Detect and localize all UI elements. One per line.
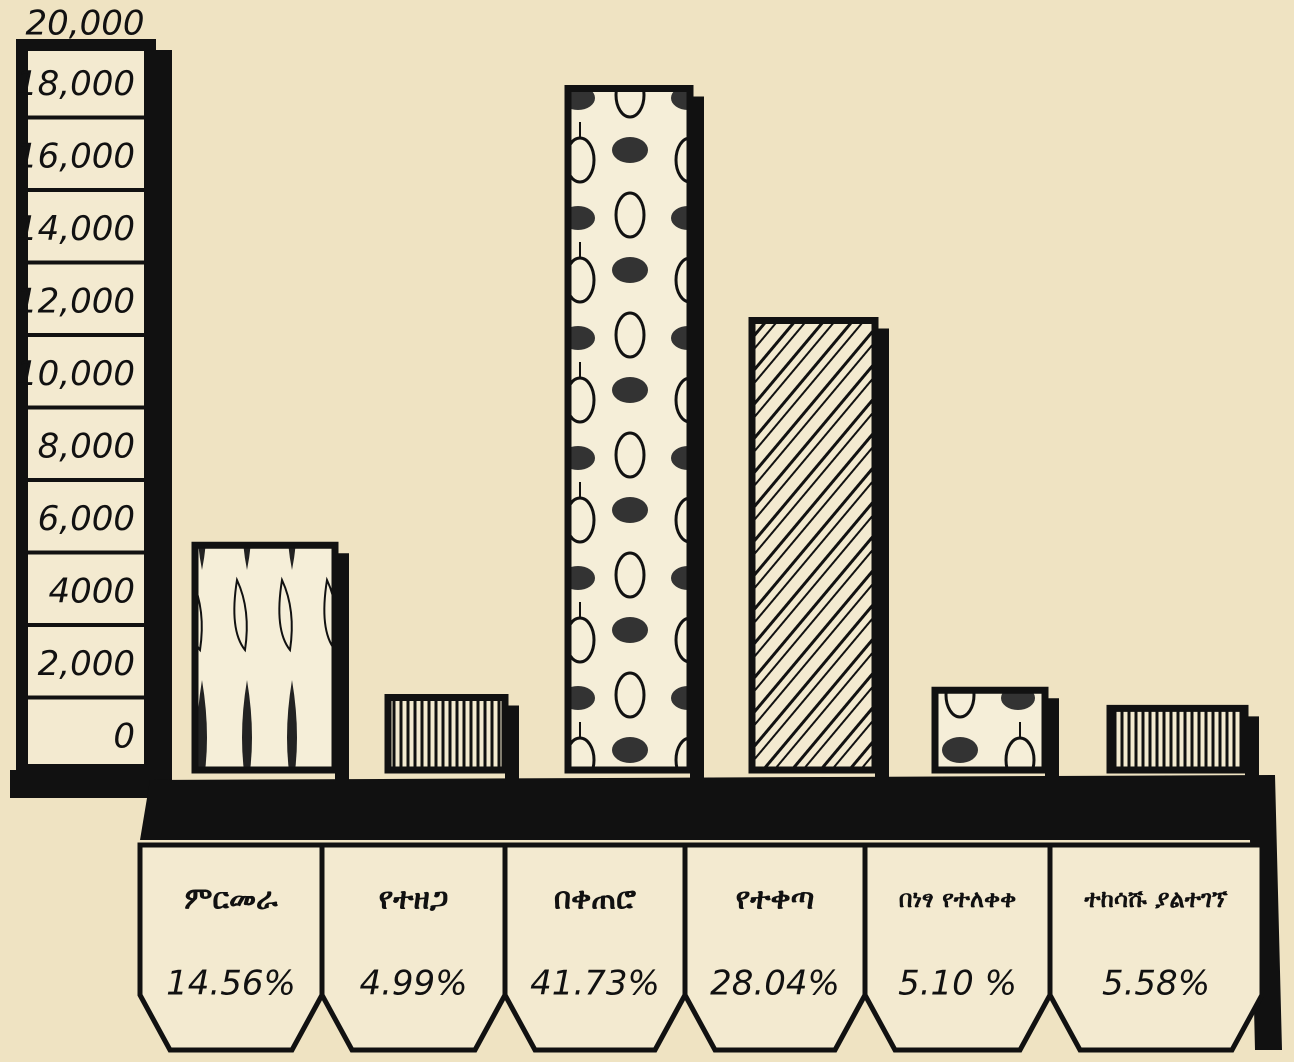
y-tick-label: 14,000	[16, 209, 135, 249]
percent-label: 5.10 %	[898, 964, 1017, 1004]
y-tick-label: 10,000	[16, 354, 135, 394]
y-tick-label: 2,000	[38, 644, 135, 684]
base-band	[140, 775, 1282, 1050]
bar	[748, 317, 879, 774]
y-tick-label: 6,000	[38, 499, 135, 539]
bar	[191, 541, 339, 774]
x-tick-label: በነፃ የተለቀቀ	[899, 885, 1017, 913]
percent-label: 5.58%	[1102, 964, 1210, 1004]
y-tick-label: 8,000	[38, 427, 135, 467]
y-tick-label: 16,000	[16, 137, 135, 177]
label-box	[502, 842, 688, 1053]
x-tick-label: የተቀጣ	[736, 882, 815, 917]
label-box	[682, 842, 868, 1053]
percent-label: 4.99%	[359, 964, 467, 1004]
bar	[564, 85, 694, 774]
percent-label: 28.04%	[710, 964, 840, 1004]
label-box	[862, 842, 1053, 1053]
bar	[931, 686, 1049, 774]
label-box	[1047, 842, 1265, 1053]
x-tick-label: በቀጠሮ	[554, 882, 636, 917]
percent-label: 41.73%	[530, 964, 660, 1004]
bar	[1106, 704, 1249, 774]
x-tick-label: ተከሳሹ ያልተገኘ	[1083, 885, 1228, 913]
y-tick-label: 20,000	[26, 4, 145, 44]
base	[140, 775, 1282, 1050]
y-tick-label: 12,000	[16, 282, 135, 322]
label-box	[137, 842, 325, 1053]
label-box	[319, 842, 508, 1053]
x-tick-label: የተዘጋ	[379, 882, 449, 917]
percent-label: 14.56%	[166, 964, 296, 1004]
y-tick-label: 18,000	[16, 64, 135, 104]
y-tick-label: 4000	[48, 572, 135, 612]
bar	[384, 694, 509, 774]
x-tick-label: ምርመራ	[184, 882, 278, 917]
y-tick-label: 0	[113, 717, 135, 757]
